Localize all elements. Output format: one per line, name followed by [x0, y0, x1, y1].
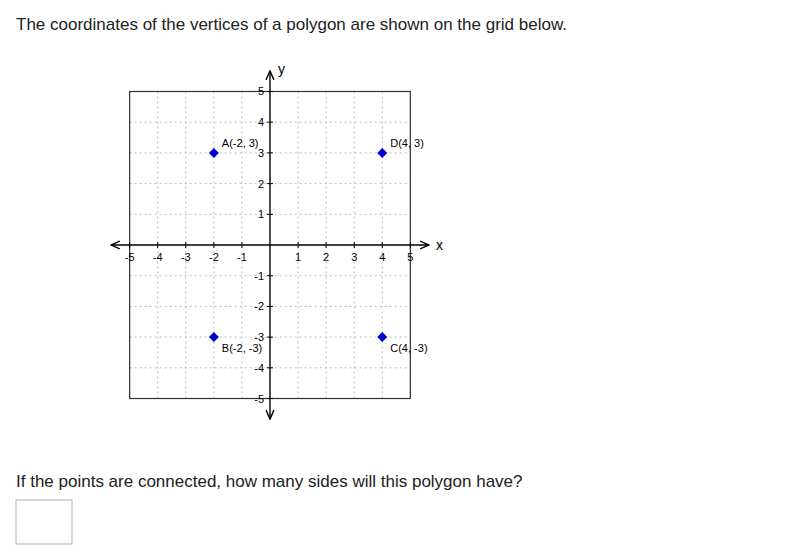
- x-tick-label: -5: [125, 251, 135, 263]
- grid-line: [213, 91, 214, 398]
- point-label: B(-2, -3): [222, 342, 262, 354]
- point-label: C(4, -3): [390, 342, 427, 354]
- x-tick: [241, 242, 242, 248]
- point: [377, 332, 387, 342]
- point-label: D(4, 3): [390, 137, 424, 149]
- x-tick-label: 5: [407, 251, 413, 263]
- y-tick-label: -4: [254, 362, 264, 374]
- y-tick: [267, 152, 273, 153]
- y-axis: [269, 71, 270, 419]
- y-tick: [267, 91, 273, 92]
- y-tick-label: 5: [258, 85, 264, 97]
- y-tick: [267, 122, 273, 123]
- grid-line: [298, 91, 299, 398]
- x-tick: [354, 242, 355, 248]
- x-tick-label: -3: [181, 251, 191, 263]
- y-tick-label: 2: [258, 178, 264, 190]
- x-tick: [298, 242, 299, 248]
- grid-line: [130, 183, 411, 184]
- y-tick: [267, 275, 273, 276]
- x-tick-label: 2: [323, 251, 329, 263]
- grid-line: [130, 337, 411, 338]
- point-labels: A(-2, 3) D(4, 3) B(-2, -3) C(4, -3): [222, 137, 428, 354]
- y-tick-label: 3: [258, 147, 264, 159]
- y-axis-label: y: [278, 61, 285, 77]
- y-tick: [267, 337, 273, 338]
- grid-line: [354, 91, 355, 398]
- x-tick: [185, 242, 186, 248]
- x-tick-label: -4: [153, 251, 163, 263]
- point-label: A(-2, 3): [222, 137, 259, 149]
- y-tick-label: -2: [254, 300, 264, 312]
- grid-line: [130, 306, 411, 307]
- x-tick: [410, 242, 411, 248]
- grid-line: [130, 367, 411, 368]
- grid-line: [130, 122, 411, 123]
- chart: The coordinates of the vertices of a pol…: [0, 0, 800, 552]
- question: If the points are connected, how many si…: [16, 472, 523, 491]
- y-tick: [267, 398, 273, 399]
- grid-line: [157, 91, 158, 398]
- x-tick-label: -1: [237, 251, 247, 263]
- y-tick-label: 1: [258, 208, 264, 220]
- y-tick: [267, 367, 273, 368]
- grid-line: [130, 275, 411, 276]
- x-axis-label: x: [436, 237, 443, 253]
- x-tick: [129, 242, 130, 248]
- y-tick: [267, 306, 273, 307]
- grid-line: [382, 91, 383, 398]
- y-tick-label: 4: [258, 116, 264, 128]
- grid-line: [185, 91, 186, 398]
- y-tick-label: -1: [254, 270, 264, 282]
- points: [209, 148, 387, 342]
- grid-line: [130, 152, 411, 153]
- y-tick: [267, 214, 273, 215]
- y-tick: [267, 183, 273, 184]
- y-tick-label: -5: [254, 393, 264, 405]
- title: The coordinates of the vertices of a pol…: [16, 15, 567, 34]
- grid-line: [326, 91, 327, 398]
- point: [377, 148, 387, 158]
- grid-line: [130, 214, 411, 215]
- x-tick: [382, 242, 383, 248]
- point: [209, 148, 219, 158]
- x-tick-label: 4: [379, 251, 385, 263]
- x-tick-label: 1: [295, 251, 301, 263]
- x-tick-label: -2: [209, 251, 219, 263]
- x-tick: [213, 242, 214, 248]
- answer-box: [16, 500, 72, 544]
- point: [209, 332, 219, 342]
- x-tick-label: 3: [351, 251, 357, 263]
- x-tick: [157, 242, 158, 248]
- x-tick: [326, 242, 327, 248]
